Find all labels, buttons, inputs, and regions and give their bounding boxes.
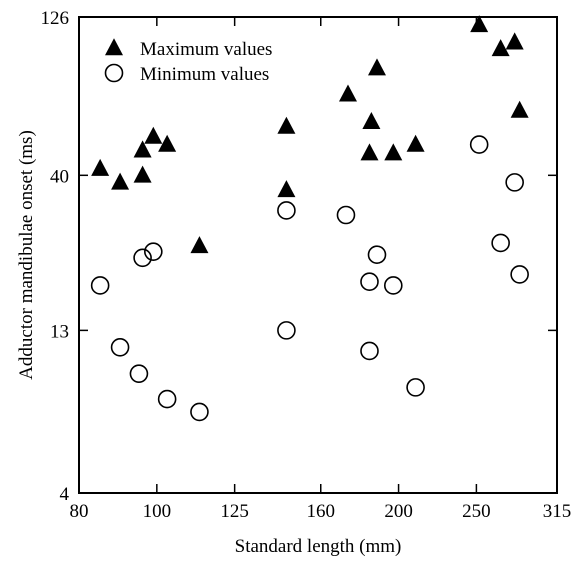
minimum-point (360, 272, 379, 291)
minimum-point (129, 364, 149, 383)
axis-tick-labels: 80 100 125 160 200 250 315 4 13 40 126 (41, 8, 572, 522)
minimum-point (510, 265, 529, 284)
maximum-point (111, 172, 130, 190)
axis-ticks (78, 16, 558, 494)
maximum-point (367, 58, 386, 76)
y-tick-label: 40 (50, 166, 69, 187)
maximum-point (338, 84, 357, 102)
minimum-point (144, 242, 163, 261)
minimum-point (336, 205, 356, 225)
maximum-point (133, 140, 152, 158)
x-tick-label: 100 (143, 501, 172, 522)
maximum-point (133, 165, 152, 183)
minimum-point (90, 276, 110, 295)
data-marks (90, 15, 529, 422)
minimum-point (190, 402, 209, 422)
maximum-point (491, 39, 510, 57)
maximum-point (505, 32, 524, 50)
minimum-point (384, 276, 403, 295)
maximum-point (470, 15, 489, 33)
maximum-point (144, 126, 163, 144)
minimum-point (505, 173, 524, 192)
maximum-point (158, 134, 177, 152)
maximum-point (384, 143, 403, 161)
minimum-point (277, 201, 296, 220)
maximum-point (190, 236, 209, 254)
x-tick-label: 200 (384, 501, 413, 522)
minimum-point (367, 245, 387, 264)
legend-label-minimum: Minimum values (140, 64, 269, 85)
maximum-point (277, 180, 296, 198)
minimum-point (469, 135, 489, 154)
legend-marker-minimum (104, 63, 124, 83)
x-tick-label: 125 (220, 501, 249, 522)
plot-frame (78, 16, 558, 494)
maximum-point (277, 116, 296, 134)
y-tick-label: 4 (60, 484, 70, 505)
minimum-point (360, 341, 379, 361)
maximum-point (406, 134, 425, 152)
minimum-point (406, 378, 425, 397)
maximum-point (510, 100, 529, 118)
maximum-point (91, 158, 110, 176)
minimum-point (491, 233, 510, 253)
minimum-point (110, 337, 130, 357)
x-tick-label: 250 (462, 501, 491, 522)
maximum-point (360, 143, 379, 161)
y-tick-label: 13 (50, 321, 69, 342)
x-axis-title: Standard length (mm) (235, 536, 402, 557)
minimum-point (277, 321, 296, 340)
y-axis-title: Adductor mandibulae onset (ms) (16, 130, 37, 380)
legend-marker-maximum (105, 38, 123, 56)
x-tick-label: 80 (70, 501, 89, 522)
maximum-point (362, 111, 381, 129)
legend: Maximum values Minimum values (104, 38, 272, 85)
minimum-point (133, 248, 152, 268)
minimum-point (157, 389, 177, 409)
x-tick-label: 160 (306, 501, 335, 522)
x-tick-label: 315 (543, 501, 572, 522)
y-tick-label: 126 (41, 8, 70, 29)
legend-label-maximum: Maximum values (140, 39, 272, 60)
